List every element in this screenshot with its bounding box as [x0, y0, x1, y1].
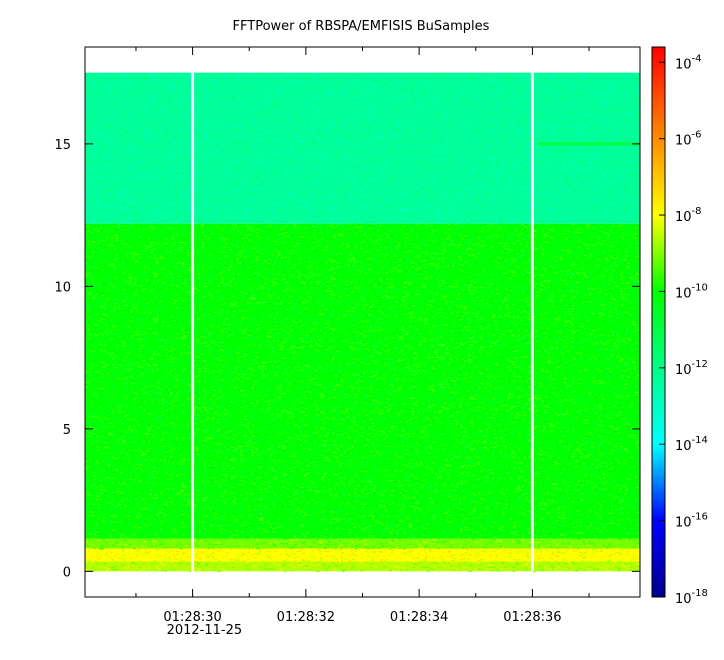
data-gap [530, 72, 534, 572]
colorbar-scale [651, 46, 666, 598]
axes: 0 5 10 15 01:28:30 01:28:32 01:28:34 01:28:36 20… [54, 46, 641, 638]
power-band [85, 561, 640, 572]
spectrogram-noise [85, 72, 640, 573]
power-band [85, 72, 640, 224]
y-tick-label: 15 [54, 138, 71, 153]
x-tick-label: 01:28:34 [390, 610, 448, 625]
noise-speckle [88, 561, 639, 573]
y-tick-label: 5 [63, 423, 71, 438]
noise-speckle [85, 72, 640, 225]
x-tick-label: 01:28:30 [163, 610, 221, 625]
x-date-label: 2012-11-25 [167, 623, 243, 638]
data-gap [191, 72, 195, 572]
y-tick-label: 0 [63, 565, 71, 580]
noise-speckle [85, 223, 640, 540]
y-tick-label: 10 [54, 280, 71, 295]
noise-speckle [85, 538, 640, 550]
plot-area [85, 47, 640, 597]
noise-speckle [85, 538, 640, 550]
power-band [85, 538, 640, 549]
x-tick-label: 01:28:36 [503, 610, 561, 625]
x-tick-label: 01:28:32 [277, 610, 335, 625]
chart-title: FFTPower of RBSPA/EMFISIS BuSamples [233, 19, 490, 34]
spectral-line [538, 142, 640, 146]
plot-data-layer [85, 47, 640, 597]
noise-speckle [85, 561, 640, 572]
